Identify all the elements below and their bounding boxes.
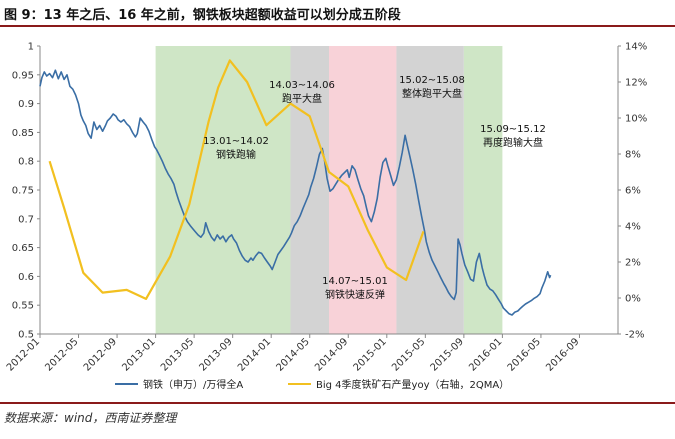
left-axis: 0.5 0.55 0.6 0.65 0.7 0.75 0.8 0.85 0.9 0.95 1 bbox=[12, 42, 40, 341]
chart: 0.5 0.55 0.6 0.65 0.7 0.75 0.8 0.85 0.9 0.95 1 -2%… bbox=[5, 42, 647, 392]
right-tick-label: 2% bbox=[625, 258, 641, 269]
band-4-desc: 整体跑平大盘 bbox=[402, 87, 462, 100]
x-axis: 2012-01 2012-05 2012-09 2013-01 2013-05 2013-… bbox=[5, 334, 582, 374]
band-1-period: 13.01~14.02 bbox=[203, 136, 269, 147]
left-tick-label: 0.95 bbox=[12, 70, 34, 81]
band-1-desc: 钢铁跑输 bbox=[216, 148, 256, 161]
legend-label-steel: 钢铁（申万）/万得全A bbox=[143, 378, 243, 391]
x-tick-label: 2016-09 bbox=[544, 336, 581, 373]
left-tick-label: 0.9 bbox=[18, 99, 34, 110]
right-tick-label: 14% bbox=[625, 42, 647, 53]
x-tick-label: 2014-01 bbox=[236, 336, 273, 373]
right-tick-label: 6% bbox=[625, 186, 641, 197]
x-tick-label: 2015-09 bbox=[429, 336, 466, 373]
right-tick-label: 12% bbox=[625, 78, 647, 89]
x-tick-label: 2015-05 bbox=[390, 336, 427, 373]
left-tick-label: 0.65 bbox=[12, 243, 34, 254]
x-tick-label: 2014-05 bbox=[275, 336, 312, 373]
left-tick-label: 0.55 bbox=[12, 301, 34, 312]
series-steel-ratio bbox=[39, 69, 552, 316]
title-divider bbox=[0, 25, 675, 27]
x-tick-label: 2012-09 bbox=[82, 336, 119, 373]
period-bands bbox=[155, 46, 503, 334]
x-tick-label: 2013-01 bbox=[120, 336, 157, 373]
band-5-desc: 再度跑输大盘 bbox=[483, 136, 543, 149]
source-note: 数据来源：wind，西南证券整理 bbox=[4, 411, 177, 425]
band-2-period: 14.03~14.06 bbox=[269, 80, 335, 91]
right-tick-label: -2% bbox=[625, 330, 644, 341]
band-3-period: 14.07~15.01 bbox=[322, 276, 388, 287]
left-tick-label: 0.7 bbox=[18, 214, 34, 225]
right-tick-label: 4% bbox=[625, 222, 641, 233]
band-5-period: 15.09~15.12 bbox=[480, 124, 546, 135]
left-tick-label: 1 bbox=[28, 42, 34, 53]
left-tick-label: 0.85 bbox=[12, 128, 34, 139]
left-tick-label: 0.5 bbox=[18, 330, 34, 341]
x-tick-label: 2013-09 bbox=[197, 336, 234, 373]
band-5 bbox=[463, 46, 503, 334]
x-tick-label: 2015-01 bbox=[352, 336, 389, 373]
right-tick-label: 10% bbox=[625, 114, 647, 125]
legend-label-big4: Big 4季度铁矿石产量yoy（右轴，2QMA） bbox=[316, 378, 509, 391]
band-3 bbox=[329, 46, 397, 334]
bottom-divider bbox=[0, 402, 675, 404]
x-tick-label: 2016-05 bbox=[506, 336, 543, 373]
band-4-period: 15.02~15.08 bbox=[399, 75, 465, 86]
band-4 bbox=[396, 46, 464, 334]
left-tick-label: 0.8 bbox=[18, 157, 34, 168]
band-1 bbox=[155, 46, 291, 334]
x-tick-label: 2012-05 bbox=[43, 336, 80, 373]
series-lines bbox=[39, 59, 552, 316]
band-2-desc: 跑平大盘 bbox=[282, 92, 322, 105]
x-tick-label: 2016-01 bbox=[467, 336, 504, 373]
band-3-desc: 钢铁快速反弹 bbox=[325, 288, 385, 301]
left-tick-label: 0.6 bbox=[18, 272, 34, 283]
right-tick-label: 0% bbox=[625, 294, 641, 305]
legend: 钢铁（申万）/万得全A Big 4季度铁矿石产量yoy（右轴，2QMA） bbox=[115, 378, 509, 391]
x-tick-label: 2014-09 bbox=[313, 336, 350, 373]
left-tick-label: 0.75 bbox=[12, 186, 34, 197]
right-axis: -2% 0% 2% 4% 6% 8% 10% 12% 14% bbox=[618, 42, 647, 341]
x-tick-label: 2012-01 bbox=[5, 336, 42, 373]
right-tick-label: 8% bbox=[625, 150, 641, 161]
x-tick-label: 2013-05 bbox=[159, 336, 196, 373]
figure-title: 图 9：13 年之后、16 年之前，钢铁板块超额收益可以划分成五阶段 bbox=[4, 8, 401, 23]
series-big4-yoy bbox=[48, 59, 425, 300]
